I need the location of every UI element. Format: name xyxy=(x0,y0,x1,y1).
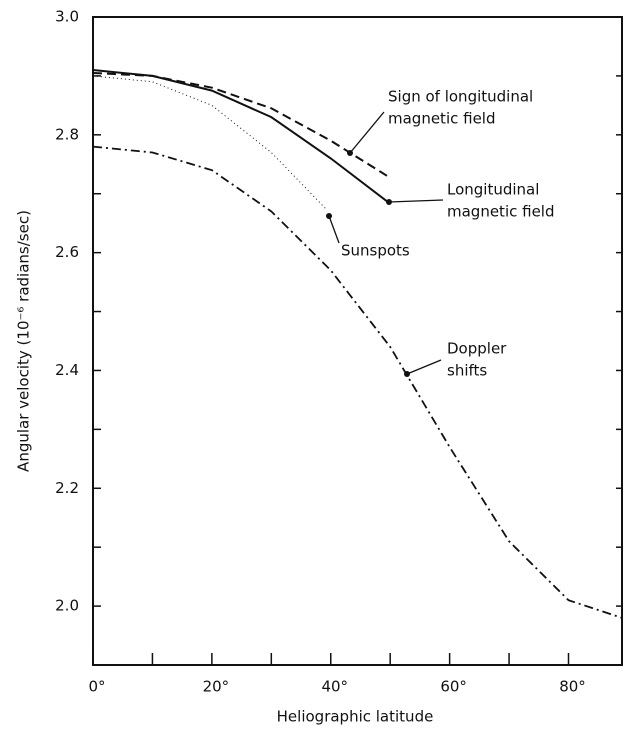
series-annotation: shifts xyxy=(447,362,487,380)
annotation-pointer xyxy=(349,111,385,154)
x-tick-label: 20° xyxy=(203,678,230,696)
y-tick-label: 2.4 xyxy=(55,361,79,379)
y-tick-label: 3.0 xyxy=(55,8,79,26)
annotation-pointer xyxy=(388,199,444,203)
x-tick-label: 60° xyxy=(440,678,467,696)
y-tick-label: 2.8 xyxy=(55,125,79,143)
annotation-dot xyxy=(347,150,353,156)
series-annotation: magnetic field xyxy=(447,203,555,221)
series-line xyxy=(92,75,328,211)
plot-frame xyxy=(92,16,623,666)
annotation-dot xyxy=(326,213,332,219)
y-tick-label: 2.0 xyxy=(55,597,79,615)
x-tick-label: 40° xyxy=(321,678,348,696)
series-annotation: Sunspots xyxy=(341,242,410,260)
y-tick-label: 2.2 xyxy=(55,479,79,497)
series-annotation: Longitudinal xyxy=(447,181,539,199)
series-annotation: magnetic field xyxy=(388,110,496,128)
y-axis-label: Angular velocity (10⁻⁶ radians/sec) xyxy=(15,210,33,472)
annotation-pointer xyxy=(406,359,442,375)
series-line xyxy=(92,145,623,619)
series-line xyxy=(92,69,389,203)
annotation-dot xyxy=(404,371,410,377)
annotation-pointer xyxy=(328,215,340,244)
series-annotation: Doppler xyxy=(447,340,507,358)
x-tick-label: 80° xyxy=(559,678,586,696)
series-line xyxy=(92,71,391,179)
y-tick-label: 2.6 xyxy=(55,243,79,261)
x-axis-label: Heliographic latitude xyxy=(277,708,434,726)
series-annotation: Sign of longitudinal xyxy=(388,88,533,106)
x-tick-label: 0° xyxy=(88,678,105,696)
annotation-dot xyxy=(386,199,392,205)
